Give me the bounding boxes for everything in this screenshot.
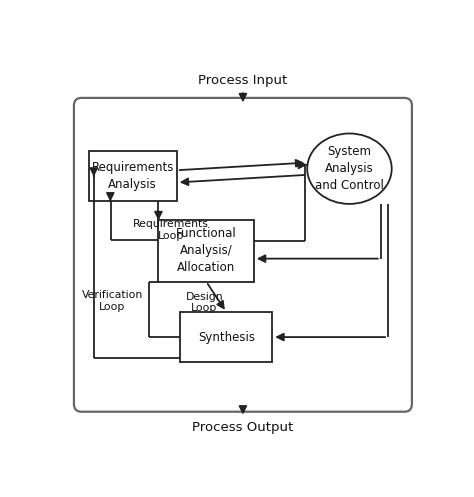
Text: Functional
Analysis/
Allocation: Functional Analysis/ Allocation xyxy=(176,228,237,274)
Text: Process Input: Process Input xyxy=(198,74,288,87)
Text: Design
Loop: Design Loop xyxy=(185,292,223,314)
Text: Synthesis: Synthesis xyxy=(198,331,255,343)
FancyBboxPatch shape xyxy=(89,152,177,201)
Ellipse shape xyxy=(307,134,392,204)
Text: System
Analysis
and Control: System Analysis and Control xyxy=(315,145,384,192)
FancyBboxPatch shape xyxy=(74,98,412,412)
Text: Verification
Loop: Verification Loop xyxy=(82,290,143,312)
FancyBboxPatch shape xyxy=(181,312,272,362)
Text: Requirements
Loop: Requirements Loop xyxy=(133,219,209,241)
Text: Requirements
Analysis: Requirements Analysis xyxy=(91,162,174,191)
FancyBboxPatch shape xyxy=(158,220,254,282)
Text: Process Output: Process Output xyxy=(192,420,293,433)
